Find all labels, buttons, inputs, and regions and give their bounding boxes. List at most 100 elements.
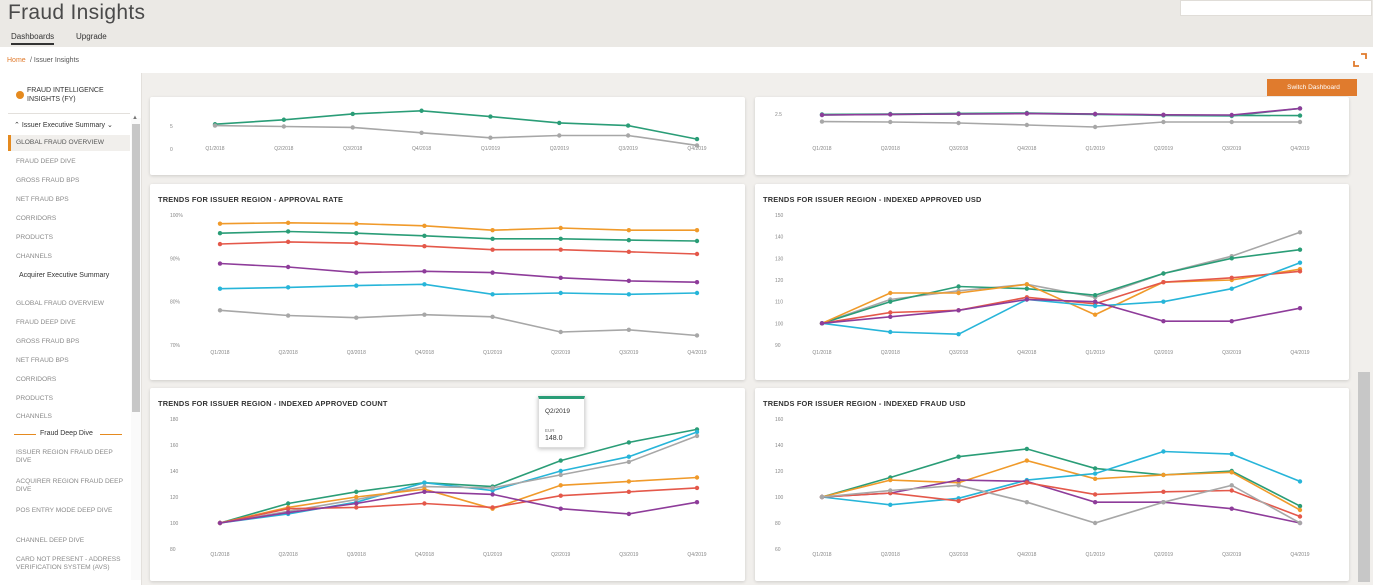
data-point[interactable]: [1229, 451, 1234, 457]
data-point[interactable]: [1229, 488, 1234, 493]
data-point[interactable]: [558, 468, 563, 474]
data-point[interactable]: [354, 505, 359, 510]
data-point[interactable]: [558, 275, 563, 281]
data-point[interactable]: [1092, 466, 1098, 471]
data-point[interactable]: [694, 500, 700, 505]
data-point[interactable]: [819, 494, 825, 500]
data-point[interactable]: [1092, 476, 1098, 481]
data-point[interactable]: [1092, 299, 1098, 304]
data-point[interactable]: [558, 493, 563, 498]
data-point[interactable]: [694, 227, 700, 233]
data-point[interactable]: [956, 120, 961, 126]
series-line[interactable]: [219, 428, 698, 524]
data-point[interactable]: [819, 321, 825, 326]
data-point[interactable]: [1229, 256, 1234, 261]
data-point[interactable]: [557, 120, 562, 126]
data-point[interactable]: [1297, 503, 1303, 509]
series-line[interactable]: [219, 230, 698, 242]
sidebar-item-net-fraud-bps[interactable]: NET FRAUD BPS: [16, 196, 69, 203]
data-point[interactable]: [422, 489, 427, 494]
data-point[interactable]: [1092, 312, 1098, 317]
data-point[interactable]: [1297, 113, 1303, 118]
series-line[interactable]: [219, 241, 698, 255]
sidebar-section-issuer[interactable]: ⌃ Issuer Executive Summary ⌄: [14, 121, 113, 129]
sidebar-item-card-not-present-avs[interactable]: CARD NOT PRESENT - ADDRESS VERIFICATION …: [16, 556, 121, 571]
series-line[interactable]: [821, 298, 1301, 325]
data-point[interactable]: [350, 111, 355, 117]
data-point[interactable]: [1297, 269, 1303, 274]
line-chart[interactable]: 5 0 Q1/2018 Q2/2018 Q3/2018 Q4/2018 Q1/2019 Q2/…: [150, 97, 745, 175]
sidebar-item-acq-fraud-deep-dive[interactable]: FRAUD DEEP DIVE: [16, 319, 76, 326]
series-line[interactable]: [821, 107, 1301, 116]
data-point[interactable]: [422, 223, 427, 229]
data-point[interactable]: [626, 459, 632, 465]
data-point[interactable]: [558, 506, 563, 511]
data-point[interactable]: [354, 221, 359, 226]
data-point[interactable]: [626, 249, 632, 255]
sidebar-item-acq-products[interactable]: PRODUCTS: [16, 395, 53, 402]
data-point[interactable]: [281, 117, 287, 122]
line-chart[interactable]: 100% 90% 80% 70% Q1/2018 Q2/2018 Q3/2018 Q4/201…: [150, 184, 745, 380]
data-point[interactable]: [626, 511, 632, 517]
data-point[interactable]: [354, 501, 359, 506]
series-line[interactable]: [219, 476, 698, 524]
data-point[interactable]: [626, 454, 632, 459]
data-point[interactable]: [694, 143, 700, 148]
series-line[interactable]: [219, 283, 698, 296]
expand-icon[interactable]: [1353, 53, 1367, 67]
data-point[interactable]: [217, 261, 223, 266]
data-point[interactable]: [558, 290, 563, 296]
series-line[interactable]: [821, 270, 1301, 325]
data-point[interactable]: [1024, 297, 1030, 302]
data-point[interactable]: [625, 133, 631, 138]
series-line[interactable]: [821, 231, 1301, 325]
data-point[interactable]: [888, 290, 893, 296]
data-point[interactable]: [1161, 279, 1166, 285]
series-line[interactable]: [821, 448, 1301, 507]
series-line[interactable]: [821, 268, 1301, 325]
data-point[interactable]: [285, 229, 291, 234]
data-point[interactable]: [558, 236, 563, 242]
data-point[interactable]: [626, 227, 632, 233]
data-point[interactable]: [354, 270, 359, 275]
scroll-up-arrow-icon[interactable]: ▲: [132, 115, 138, 121]
series-line[interactable]: [821, 459, 1301, 511]
data-point[interactable]: [1297, 305, 1303, 311]
series-line[interactable]: [821, 120, 1300, 128]
data-point[interactable]: [490, 492, 495, 497]
tab-upgrade[interactable]: Upgrade: [76, 32, 107, 41]
sidebar-item-channels[interactable]: CHANNELS: [16, 253, 52, 260]
data-point[interactable]: [819, 112, 825, 118]
data-point[interactable]: [694, 238, 700, 244]
data-point[interactable]: [626, 278, 632, 284]
line-chart[interactable]: 150 140 130 120 110 100 90 Q1/2018 Q2/2018 Q3/201…: [755, 184, 1349, 380]
data-point[interactable]: [490, 314, 495, 320]
switch-dashboard-button[interactable]: Switch Dashboard: [1267, 79, 1360, 96]
series-line[interactable]: [214, 124, 698, 147]
data-point[interactable]: [888, 502, 893, 507]
data-point[interactable]: [888, 314, 893, 320]
data-point[interactable]: [1161, 119, 1166, 125]
series-line[interactable]: [821, 261, 1301, 336]
data-point[interactable]: [1229, 470, 1234, 475]
sidebar-item-fraud-deep-dive[interactable]: FRAUD DEEP DIVE: [16, 158, 76, 165]
sidebar-item-issuer-region-fraud-deep-dive[interactable]: ISSUER REGION FRAUD DEEP DIVE: [16, 449, 113, 464]
tab-dashboards[interactable]: Dashboards: [11, 32, 55, 45]
line-chart[interactable]: 2.5 Q1/2018 Q2/2018 Q3/2018 Q4/2018 Q1/2019 Q2…: [755, 97, 1349, 175]
data-point[interactable]: [956, 284, 961, 289]
series-line[interactable]: [219, 490, 698, 524]
data-point[interactable]: [819, 119, 825, 124]
data-point[interactable]: [281, 124, 287, 129]
data-point[interactable]: [285, 510, 291, 515]
data-point[interactable]: [694, 333, 700, 338]
data-point[interactable]: [1297, 247, 1303, 252]
data-point[interactable]: [626, 327, 632, 333]
data-point[interactable]: [217, 286, 223, 291]
data-point[interactable]: [558, 472, 563, 478]
data-point[interactable]: [956, 331, 961, 337]
series-line[interactable]: [214, 109, 698, 140]
data-point[interactable]: [956, 498, 961, 504]
series-line[interactable]: [219, 221, 697, 232]
sidebar-scrollbar-thumb[interactable]: [132, 124, 140, 412]
data-point[interactable]: [422, 244, 427, 249]
